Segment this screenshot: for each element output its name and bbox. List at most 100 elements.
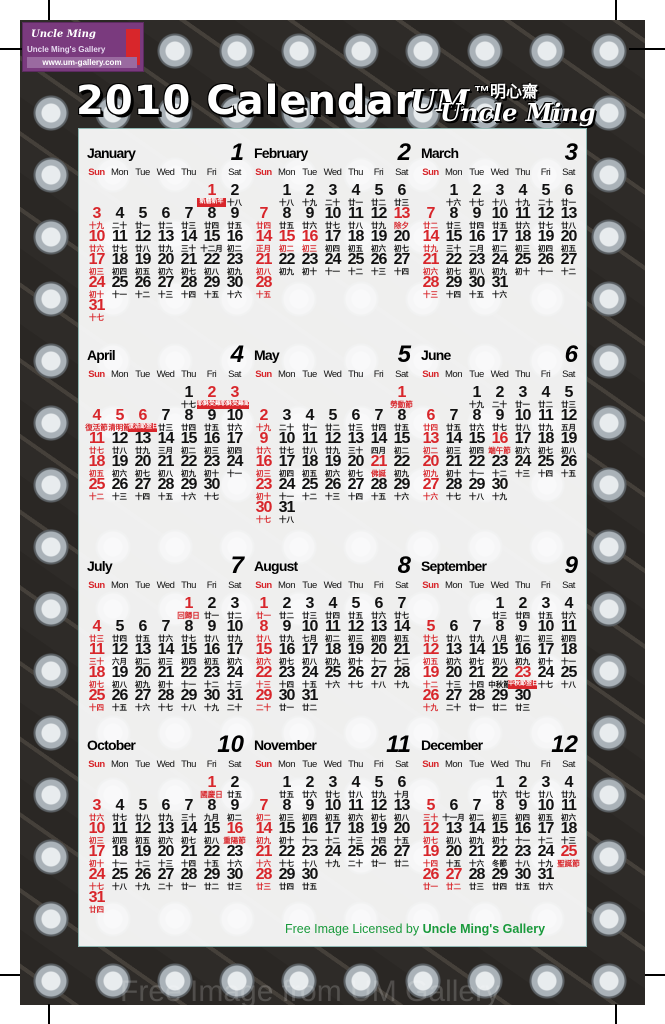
day-cell[interactable]: 20 初七 xyxy=(131,454,154,479)
day-cell[interactable]: 19 十二 xyxy=(419,665,442,690)
day-cell[interactable]: 20 初九 xyxy=(419,454,442,479)
day-cell[interactable]: 7 廿九 xyxy=(465,619,488,644)
day-cell[interactable]: 19 十二 xyxy=(131,844,154,869)
day-cell[interactable]: 22 初八 xyxy=(200,252,223,277)
day-cell[interactable]: 18 初四 xyxy=(108,252,131,277)
day-cell[interactable]: 27 廿二 xyxy=(442,867,465,892)
day-cell[interactable]: 26 十三 xyxy=(367,252,390,277)
day-cell[interactable]: 29 十六 xyxy=(177,477,200,502)
day-cell[interactable]: 18 初五 xyxy=(85,454,108,479)
day-cell[interactable]: 20 初六 xyxy=(154,252,177,277)
day-cell[interactable]: 12 廿七 xyxy=(534,206,557,231)
day-cell[interactable]: 14 初三 xyxy=(154,642,177,667)
day-cell[interactable]: 11 初六 xyxy=(557,798,580,823)
day-cell[interactable]: 9 廿四 xyxy=(465,206,488,231)
day-cell[interactable]: 4 廿二 xyxy=(534,385,557,410)
day-cell[interactable]: 12 初三 xyxy=(344,619,367,644)
day-cell[interactable]: 7 三十 xyxy=(177,798,200,823)
day-cell[interactable]: 12 初七 xyxy=(367,798,390,823)
day-cell[interactable]: 18 十三 xyxy=(344,821,367,846)
day-cell[interactable]: 5 三十 xyxy=(419,798,442,823)
day-cell[interactable]: 31 二十 xyxy=(223,688,246,713)
day-cell[interactable]: 16 初九 xyxy=(511,642,534,667)
day-cell[interactable]: 21 十六 xyxy=(465,844,488,869)
day-cell[interactable]: 12 六月 xyxy=(108,642,131,667)
day-cell[interactable]: 24 初九 xyxy=(488,252,511,277)
day-cell[interactable]: 9 初二 xyxy=(511,619,534,644)
day-cell[interactable]: 15 初十 xyxy=(275,821,298,846)
day-cell[interactable]: 9 初四 xyxy=(298,798,321,823)
day-cell[interactable]: 4 廿一 xyxy=(344,183,367,208)
day-cell[interactable]: 15 初六 xyxy=(252,642,275,667)
day-cell[interactable]: 6 廿五 xyxy=(131,619,154,644)
day-cell[interactable]: 6 復活節翌日 xyxy=(128,408,157,432)
day-cell[interactable]: 15 初二 xyxy=(275,229,298,254)
day-cell[interactable]: 12 五月 xyxy=(557,408,580,433)
day-cell[interactable]: 3 廿三 xyxy=(298,596,321,621)
day-cell[interactable]: 21 初十 xyxy=(154,665,177,690)
day-cell[interactable]: 20 初七 xyxy=(344,454,367,479)
day-cell[interactable]: 1 十六 xyxy=(442,183,465,208)
day-cell[interactable]: 10 初三 xyxy=(85,821,108,846)
day-cell[interactable]: 25 二十 xyxy=(344,844,367,869)
day-cell[interactable]: 27 二十 xyxy=(154,867,177,892)
day-cell[interactable]: 15 十二月 xyxy=(200,229,223,254)
day-cell[interactable]: 31 十八 xyxy=(275,500,298,525)
day-cell[interactable]: 21 初七 xyxy=(177,252,200,277)
day-cell[interactable]: 10 廿八 xyxy=(511,408,534,433)
day-cell[interactable]: 21 十四 xyxy=(465,665,488,690)
day-cell[interactable]: 24 十九 xyxy=(534,844,557,869)
day-cell[interactable]: 13 初四 xyxy=(367,619,390,644)
day-cell[interactable]: 20 十五 xyxy=(390,821,413,846)
day-cell[interactable]: 8 廿八 xyxy=(252,619,275,644)
day-cell[interactable]: 3 二十 xyxy=(321,183,344,208)
day-cell[interactable]: 16 初五 xyxy=(200,642,223,667)
day-cell[interactable]: 2 廿四 xyxy=(511,596,534,621)
day-cell[interactable]: 28 廿三 xyxy=(252,867,275,892)
day-cell[interactable]: 25 十六 xyxy=(321,665,344,690)
day-cell[interactable]: 9 廿七 xyxy=(488,408,511,433)
day-cell[interactable]: 29 二十 xyxy=(252,688,275,713)
day-cell[interactable]: 6 廿六 xyxy=(367,596,390,621)
day-cell[interactable]: 10 廿七 xyxy=(321,206,344,231)
day-cell[interactable]: 24 十一 xyxy=(275,477,298,502)
day-cell[interactable]: 1 廿一 xyxy=(252,596,275,621)
day-cell[interactable]: 23 十八 xyxy=(511,844,534,869)
day-cell[interactable]: 11 廿六 xyxy=(511,206,534,231)
day-cell[interactable]: 14 廿九 xyxy=(419,229,442,254)
day-cell[interactable]: 17 初十 xyxy=(85,844,108,869)
day-cell[interactable]: 13 初六 xyxy=(442,642,465,667)
day-cell[interactable]: 18 初七 xyxy=(85,665,108,690)
day-cell[interactable]: 29 廿四 xyxy=(488,867,511,892)
day-cell[interactable]: 15 初四 xyxy=(177,642,200,667)
day-cell[interactable]: 20 十三 xyxy=(442,665,465,690)
day-cell[interactable]: 22 十一 xyxy=(177,665,200,690)
day-cell[interactable]: 1 十八 xyxy=(275,183,298,208)
day-cell[interactable]: 26 十五 xyxy=(557,454,580,479)
day-cell[interactable]: 29 廿二 xyxy=(488,688,511,713)
day-cell[interactable]: 16 十一 xyxy=(298,821,321,846)
day-cell[interactable]: 28 十三 xyxy=(419,275,442,300)
day-cell[interactable]: 13 除夕 xyxy=(390,206,413,231)
day-cell[interactable]: 16 二月 xyxy=(465,229,488,254)
day-cell[interactable]: 26 十三 xyxy=(108,477,131,502)
day-cell[interactable]: 5 廿一 xyxy=(131,206,154,231)
day-cell[interactable]: 25 十八 xyxy=(557,665,580,690)
day-cell[interactable]: 20 初五 xyxy=(557,229,580,254)
day-cell[interactable]: 23 初十 xyxy=(298,252,321,277)
day-cell[interactable]: 5 廿二 xyxy=(367,183,390,208)
day-cell[interactable]: 29 廿四 xyxy=(275,867,298,892)
day-cell[interactable]: 10 初三 xyxy=(534,619,557,644)
day-cell[interactable]: 9 廿五 xyxy=(223,206,246,231)
day-cell[interactable]: 25 聖誕節 xyxy=(557,844,580,869)
day-cell[interactable]: 20 初七 xyxy=(390,229,413,254)
day-cell[interactable]: 19 初五 xyxy=(131,252,154,277)
day-cell[interactable]: 8 九月 xyxy=(200,798,223,823)
day-cell[interactable]: 19 初十 xyxy=(344,642,367,667)
day-cell[interactable]: 27 十二 xyxy=(557,252,580,277)
day-cell[interactable]: 21 初六 xyxy=(419,252,442,277)
day-cell[interactable]: 5 二十 xyxy=(534,183,557,208)
day-cell[interactable]: 7 廿七 xyxy=(390,596,413,621)
day-cell[interactable]: 26 十二 xyxy=(131,275,154,300)
day-cell[interactable]: 4 廿八 xyxy=(344,775,367,800)
